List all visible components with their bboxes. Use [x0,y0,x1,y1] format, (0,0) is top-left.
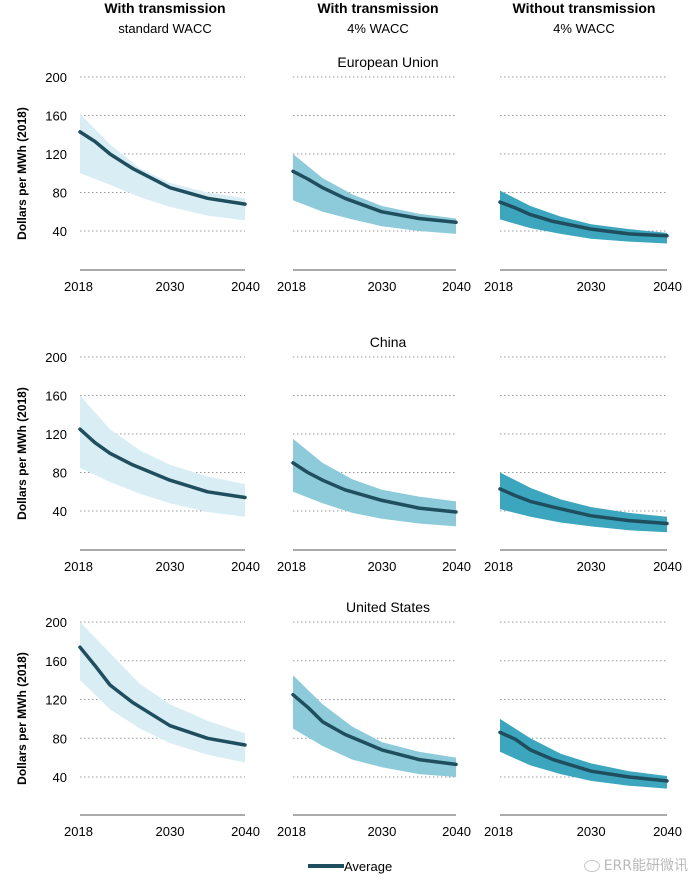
y-tick-label: 80 [53,731,67,746]
y-tick-label: 40 [53,770,67,785]
chat-icon [583,860,600,872]
range-band [80,622,245,763]
y-tick-label: 40 [53,224,67,239]
y-axis-label: Dollars per MWh (2018) [15,652,29,785]
average-line [498,730,669,783]
column-subtitle-0: standard WACC [118,21,211,36]
average-line [291,169,458,225]
region-title: European Union [337,54,438,70]
panel-european-union-2: 2018 2030 2040 [484,76,682,294]
panel-china-0: Dollars per MWh (2018) 40 80 120 160 200 2018 2… [15,350,260,574]
y-tick-label: 160 [45,654,67,669]
x-tick-label: 2040 [653,559,682,574]
column-title-2: Without transmission [513,0,656,16]
panel-united-states-1: 2018 2030 2040 [277,621,471,839]
watermark-text: ERR能研微讯 [603,858,688,874]
x-tick-label: 2018 [277,559,306,574]
x-tick-label: 2040 [231,559,260,574]
y-tick-label: 200 [45,350,67,365]
y-tick-label: 120 [45,693,67,708]
x-tick-label: 2030 [577,279,606,294]
x-tick-label: 2030 [367,559,396,574]
x-tick-label: 2018 [484,279,513,294]
x-tick-label: 2018 [64,279,93,294]
region-title: United States [346,599,430,615]
column-headers: With transmission standard WACC With trans… [104,0,655,36]
average-line [78,645,247,747]
y-tick-label: 120 [45,147,67,162]
panel-china-1: 2018 2030 2040 [277,356,471,574]
range-band [500,472,667,533]
x-tick-label: 2030 [367,824,396,839]
y-tick-label: 160 [45,109,67,124]
average-line [291,461,458,514]
region-titles: European Union China United States [337,54,438,615]
column-subtitle-2: 4% WACC [553,21,615,36]
average-line [291,692,458,767]
x-tick-label: 2030 [156,279,185,294]
x-tick-label: 2030 [577,824,606,839]
x-tick-label: 2040 [231,824,260,839]
x-tick-label: 2040 [442,824,471,839]
range-band [80,113,245,221]
panel-european-union-1: 2018 2030 2040 [277,76,471,294]
y-tick-label: 160 [45,389,67,404]
x-tick-label: 2018 [484,559,513,574]
average-line [498,200,669,238]
panel-united-states-2: 2018 2030 2040 [484,621,682,839]
x-tick-label: 2040 [653,824,682,839]
x-tick-label: 2030 [156,824,185,839]
panel-european-union-0: Dollars per MWh (2018) 40 80 120 160 200 2018 2… [15,70,260,294]
column-subtitle-1: 4% WACC [347,21,409,36]
watermark: ERR能研微讯 [583,855,688,875]
y-axis-label: Dollars per MWh (2018) [15,107,29,240]
panel-china-2: 2018 2030 2040 [484,356,682,574]
x-tick-label: 2018 [64,824,93,839]
y-tick-label: 200 [45,70,67,85]
x-tick-label: 2018 [64,559,93,574]
legend-average-label: Average [344,859,392,874]
x-tick-label: 2040 [653,279,682,294]
y-tick-label: 120 [45,427,67,442]
x-tick-label: 2018 [277,279,306,294]
average-line [78,427,247,500]
x-tick-label: 2018 [484,824,513,839]
x-tick-label: 2030 [367,279,396,294]
x-tick-label: 2018 [277,824,306,839]
y-tick-label: 200 [45,615,67,630]
range-band [500,190,667,244]
panel-united-states-0: Dollars per MWh (2018) 40 80 120 160 200 2018 2… [15,615,260,839]
region-title: China [370,334,407,350]
range-band [293,438,456,527]
range-band [500,718,667,789]
x-tick-label: 2040 [231,279,260,294]
x-tick-label: 2030 [156,559,185,574]
x-tick-label: 2040 [442,559,471,574]
x-tick-label: 2040 [442,279,471,294]
range-band [293,154,456,234]
column-title-1: With transmission [317,0,438,16]
y-tick-label: 40 [53,504,67,519]
range-band [293,675,456,777]
range-band [80,395,245,517]
y-tick-label: 80 [53,466,67,481]
average-line [78,130,247,206]
average-line [498,487,669,526]
x-tick-label: 2030 [577,559,606,574]
legend: Average [308,859,392,874]
y-axis-label: Dollars per MWh (2018) [15,387,29,520]
y-tick-label: 80 [53,186,67,201]
column-title-0: With transmission [104,0,225,16]
